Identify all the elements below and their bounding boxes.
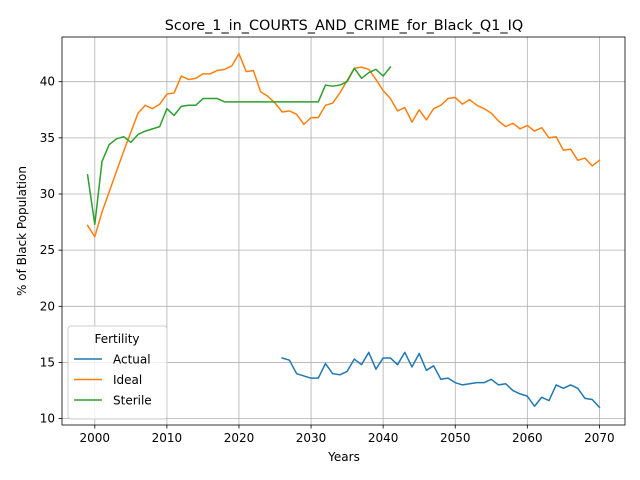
x-tick-label: 2010	[152, 431, 183, 445]
x-tick-label: 2000	[80, 431, 111, 445]
x-tick-label: 2070	[584, 431, 615, 445]
y-tick-label: 40	[40, 75, 55, 89]
grid-lines	[62, 37, 625, 425]
y-tick-label: 10	[40, 412, 55, 426]
x-tick-label: 2050	[440, 431, 471, 445]
x-tick-label: 2040	[368, 431, 399, 445]
legend-entries: Actual Ideal Sterile	[74, 353, 152, 408]
legend-label-sterile: Sterile	[113, 394, 152, 408]
legend-title: Fertility	[94, 332, 139, 346]
x-tick-label: 2060	[512, 431, 543, 445]
series-line-ideal	[86, 52, 601, 238]
legend-label-ideal: Ideal	[113, 373, 142, 387]
x-tick-label: 2030	[296, 431, 327, 445]
series-line-sterile	[86, 66, 392, 226]
y-tick-label: 15	[40, 355, 55, 369]
y-tick-label: 25	[40, 243, 55, 257]
chart-title: Score_1_in_COURTS_AND_CRIME_for_Black_Q1…	[165, 18, 523, 34]
x-axis: 2000 2010 2020 2030 2040 2050 2060 2070	[80, 425, 615, 445]
series-layer	[86, 52, 601, 409]
legend: Fertility Actual Ideal Sterile	[67, 325, 168, 420]
y-axis: 10 15 20 25 30 35 40	[40, 75, 62, 426]
x-tick-label: 2020	[224, 431, 255, 445]
y-tick-label: 30	[40, 187, 55, 201]
x-axis-title: Years	[327, 450, 360, 464]
legend-box	[67, 325, 168, 420]
legend-label-actual: Actual	[113, 353, 151, 367]
plot-frame	[61, 36, 626, 426]
y-axis-title: % of Black Population	[15, 166, 29, 296]
y-tick-label: 20	[40, 299, 55, 313]
y-tick-label: 35	[40, 131, 55, 145]
series-line-actual	[281, 351, 601, 409]
